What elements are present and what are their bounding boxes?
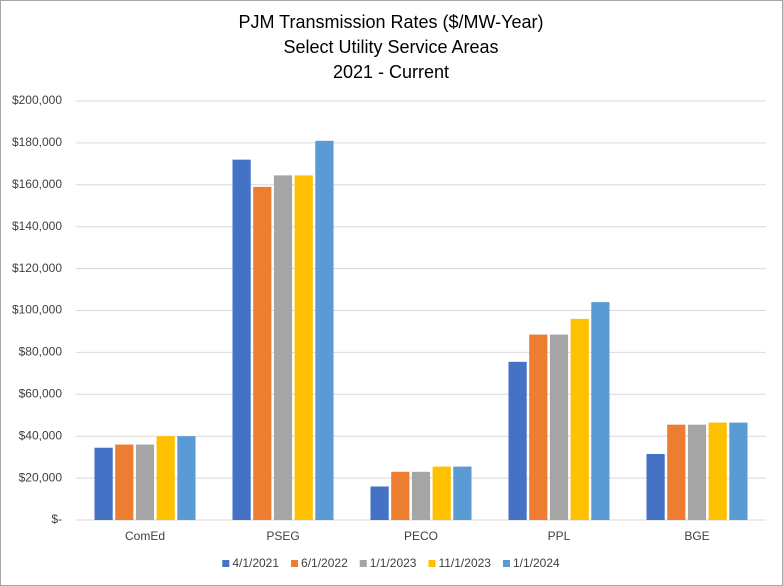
bar: [508, 361, 527, 520]
legend-swatch: [359, 560, 367, 567]
bar: [687, 424, 707, 520]
bar: [453, 466, 472, 520]
y-tick-label: $120,000: [12, 261, 62, 275]
bar: [135, 444, 155, 520]
x-tick-label: BGE: [684, 529, 709, 543]
legend-swatch: [222, 560, 230, 567]
bar: [156, 436, 175, 520]
x-tick-label: PPL: [548, 529, 571, 543]
bar: [115, 444, 134, 520]
bar: [529, 334, 548, 520]
x-tick-label: PECO: [404, 529, 438, 543]
legend-swatch: [428, 560, 436, 567]
bar: [708, 422, 727, 520]
bar: [370, 486, 389, 520]
legend-label: 4/1/2021: [232, 556, 279, 570]
bar: [549, 334, 569, 520]
y-tick-label: $20,000: [19, 470, 63, 484]
bar: [432, 466, 451, 520]
chart-title: PJM Transmission Rates ($/MW-Year): [238, 12, 543, 32]
bar: [273, 175, 293, 520]
bar: [646, 454, 665, 520]
bar: [667, 424, 686, 520]
legend-label: 6/1/2022: [301, 556, 348, 570]
bar: [253, 186, 272, 520]
y-tick-label: $-: [51, 512, 62, 526]
bar: [315, 140, 334, 520]
x-tick-label: ComEd: [125, 529, 165, 543]
legend-label: 1/1/2024: [513, 556, 560, 570]
bar: [177, 436, 196, 520]
legend-swatch: [291, 560, 299, 567]
legend-label: 1/1/2023: [370, 556, 417, 570]
chart-subtitle: Select Utility Service Areas: [283, 37, 498, 57]
y-tick-label: $60,000: [19, 386, 63, 400]
legend-label: 11/1/2023: [438, 556, 491, 570]
y-tick-label: $40,000: [19, 428, 63, 442]
y-tick-label: $160,000: [12, 177, 62, 191]
bar: [411, 471, 431, 520]
y-tick-label: $140,000: [12, 219, 62, 233]
y-tick-label: $80,000: [19, 345, 63, 359]
bar: [591, 302, 610, 520]
bar: [391, 471, 410, 520]
bar: [729, 422, 748, 520]
bar: [570, 318, 589, 520]
bar: [294, 175, 313, 520]
bar: [94, 447, 113, 520]
y-tick-label: $100,000: [12, 303, 62, 317]
chart-subtitle: 2021 - Current: [333, 62, 449, 82]
y-tick-label: $200,000: [12, 93, 62, 107]
x-tick-label: PSEG: [266, 529, 299, 543]
legend-swatch: [502, 560, 510, 567]
y-tick-label: $180,000: [12, 135, 62, 149]
bar: [232, 159, 251, 520]
